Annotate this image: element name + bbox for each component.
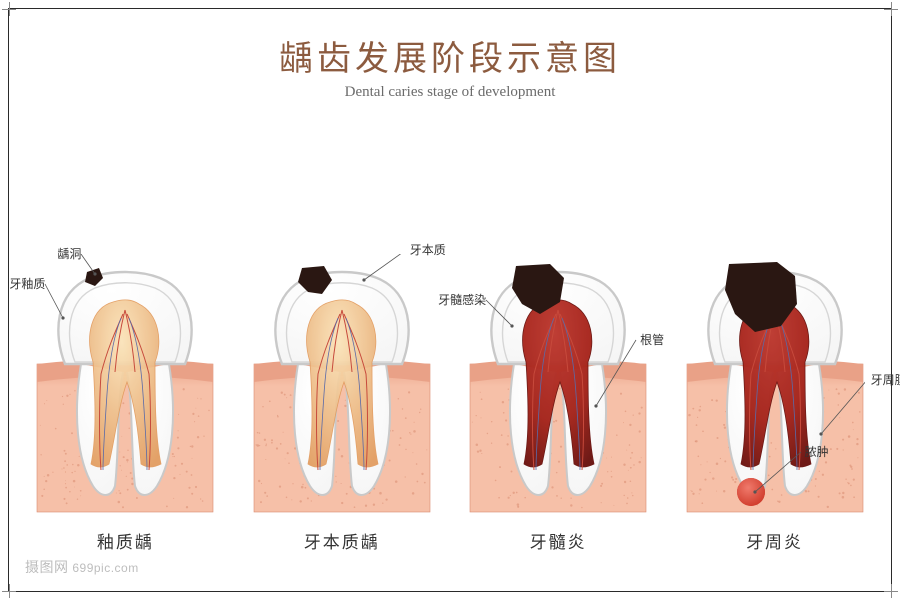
diagram-frame: 龋齿发展阶段示意图 Dental caries stage of develop… — [8, 8, 892, 592]
tooth-svg — [35, 254, 215, 514]
watermark-en: 699pic.com — [72, 561, 138, 575]
stages-row: 龋洞牙釉质釉质龋 — [9, 254, 891, 553]
annotation-label: 牙本质 — [410, 244, 446, 256]
annotation-label: 牙髓感染 — [438, 294, 486, 306]
tooth-svg — [252, 254, 432, 514]
crop-mark — [2, 584, 16, 598]
stage-pulpitis: 牙髓感染根管牙髓炎 — [458, 254, 658, 553]
watermark-cn: 摄图网 — [25, 559, 69, 575]
stage-enamel: 龋洞牙釉质釉质龋 — [25, 254, 225, 553]
tooth-illustration: 牙周膜脓肿 — [685, 254, 865, 514]
annotation-label: 牙釉质 — [9, 278, 45, 290]
annotation-label: 牙周膜 — [871, 374, 900, 386]
stage-label: 牙周炎 — [746, 528, 803, 553]
stage-label: 牙本质龋 — [304, 528, 380, 553]
stage-label: 牙髓炎 — [530, 528, 587, 553]
stage-label: 釉质龋 — [97, 528, 154, 553]
crop-mark — [2, 2, 16, 16]
header: 龋齿发展阶段示意图 Dental caries stage of develop… — [9, 31, 891, 101]
title-chinese: 龋齿发展阶段示意图 — [9, 31, 891, 80]
tooth-illustration: 牙髓感染根管 — [468, 254, 648, 514]
tooth-illustration: 牙本质 — [252, 254, 432, 514]
title-english: Dental caries stage of development — [9, 84, 891, 101]
stage-dentin: 牙本质牙本质龋 — [242, 254, 442, 553]
crop-mark — [884, 584, 898, 598]
annotation-label: 脓肿 — [805, 446, 829, 458]
tooth-svg — [468, 254, 648, 514]
annotation-label: 根管 — [640, 334, 664, 346]
annotation-label: 龋洞 — [57, 248, 81, 260]
stage-periodontitis: 牙周膜脓肿牙周炎 — [675, 254, 875, 553]
watermark: 摄图网 699pic.com — [25, 557, 139, 577]
tooth-svg — [685, 254, 865, 514]
tooth-illustration: 龋洞牙釉质 — [35, 254, 215, 514]
crop-mark — [884, 2, 898, 16]
